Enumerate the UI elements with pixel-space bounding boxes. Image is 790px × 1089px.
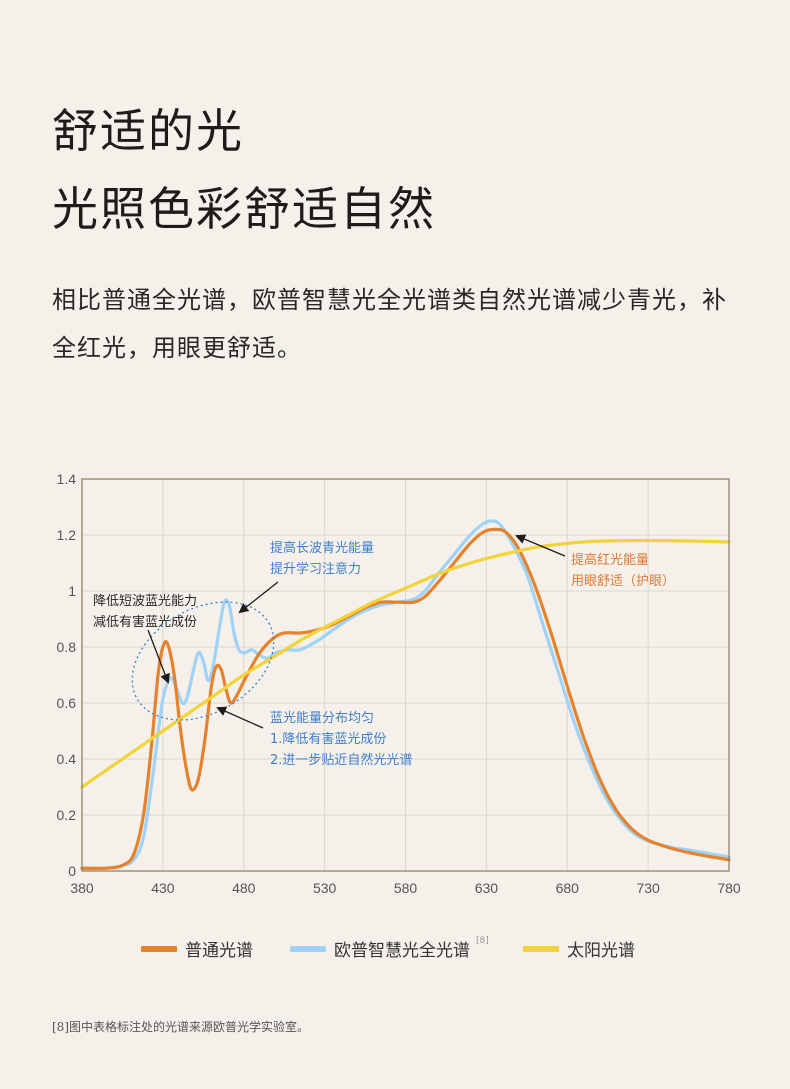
annotation-uniform-line3: 2.进一步贴近自然光光谱 bbox=[270, 752, 412, 768]
annotation-low-blue-line2: 减低有害蓝光成份 bbox=[93, 614, 197, 630]
legend-item-sun: 太阳光谱 bbox=[523, 936, 635, 961]
annotation-red-boost-line1: 提高红光能量 bbox=[571, 552, 649, 568]
page-title: 舒适的光 bbox=[52, 104, 244, 158]
legend-label-opple: 欧普智慧光全光谱 bbox=[334, 941, 470, 961]
legend-item-opple: 欧普智慧光全光谱 [8] bbox=[290, 936, 489, 961]
y-tick-label: 1 bbox=[68, 583, 76, 599]
chart-grid bbox=[81, 478, 730, 872]
legend-swatch-normal bbox=[141, 945, 177, 952]
x-tick-label: 430 bbox=[151, 880, 175, 896]
chart-frame bbox=[81, 478, 730, 872]
y-tick-label: 1.4 bbox=[57, 471, 77, 487]
annotation-low-blue-line1: 降低短波蓝光能力 bbox=[93, 594, 197, 609]
y-tick-label: 1.2 bbox=[57, 527, 77, 543]
spectrum-chart: 380 430 480 530 580 630 680 730 780 0 0.2 0.4 0.6 0.8… bbox=[57, 471, 741, 896]
y-tick-label: 0.2 bbox=[57, 807, 77, 823]
legend-label-sun: 太阳光谱 bbox=[567, 941, 635, 961]
legend-swatch-opple bbox=[290, 945, 326, 952]
chart-legend: 普通光谱 欧普智慧光全光谱 [8] 太阳光谱 bbox=[0, 936, 790, 961]
x-tick-label: 780 bbox=[717, 880, 741, 896]
series-line-normal-spectrum bbox=[80, 527, 731, 871]
footnote: [8]图中表格标注处的光谱来源欧普光学实验室。 bbox=[52, 1020, 309, 1034]
chart-annotations: 降低短波蓝光能力 减低有害蓝光成份 提高长波青光能量 提升学习注意力 提高红光能… bbox=[93, 534, 675, 768]
legend-item-normal: 普通光谱 bbox=[141, 936, 253, 961]
x-tick-label: 530 bbox=[313, 880, 337, 896]
x-tick-label: 480 bbox=[232, 880, 256, 896]
x-tick-label: 380 bbox=[70, 880, 94, 896]
legend-swatch-sun bbox=[523, 945, 559, 952]
x-tick-label: 630 bbox=[475, 880, 499, 896]
arrow-red-boost bbox=[515, 534, 566, 557]
arrow-uniform bbox=[216, 706, 264, 729]
page-subtitle: 光照色彩舒适自然 bbox=[52, 182, 436, 236]
chart-ticks: 380 430 480 530 580 630 680 730 780 0 0.2 0.4 0.6 0.8… bbox=[57, 471, 741, 896]
x-tick-label: 680 bbox=[556, 880, 580, 896]
x-tick-label: 730 bbox=[636, 880, 660, 896]
y-tick-label: 0 bbox=[68, 863, 76, 879]
series-line-sun-spectrum bbox=[80, 538, 731, 789]
annotation-cyan-boost-line1: 提高长波青光能量 bbox=[270, 540, 374, 556]
y-tick-label: 0.4 bbox=[57, 751, 77, 767]
plot-frame bbox=[81, 478, 730, 872]
description-text: 相比普通全光谱，欧普智慧光全光谱类自然光谱减少青光，补全红光，用眼更舒适。 bbox=[52, 286, 727, 362]
chart-series bbox=[80, 519, 731, 871]
legend-label-normal: 普通光谱 bbox=[185, 941, 253, 961]
y-tick-label: 0.6 bbox=[57, 695, 77, 711]
arrow-low-blue bbox=[147, 629, 170, 684]
y-tick-label: 0.8 bbox=[57, 639, 77, 655]
annotation-cyan-boost-line2: 提升学习注意力 bbox=[270, 561, 361, 577]
arrow-cyan-boost bbox=[238, 581, 279, 614]
annotation-uniform-line1: 蓝光能量分布均匀 bbox=[270, 711, 374, 726]
legend-footnote-ref: [8] bbox=[476, 935, 489, 946]
annotation-red-boost-line2: 用眼舒适（护眼） bbox=[571, 574, 675, 589]
annotation-uniform-line2: 1.降低有害蓝光成份 bbox=[270, 731, 386, 747]
blue-region-highlight bbox=[131, 601, 275, 721]
x-tick-label: 580 bbox=[394, 880, 418, 896]
